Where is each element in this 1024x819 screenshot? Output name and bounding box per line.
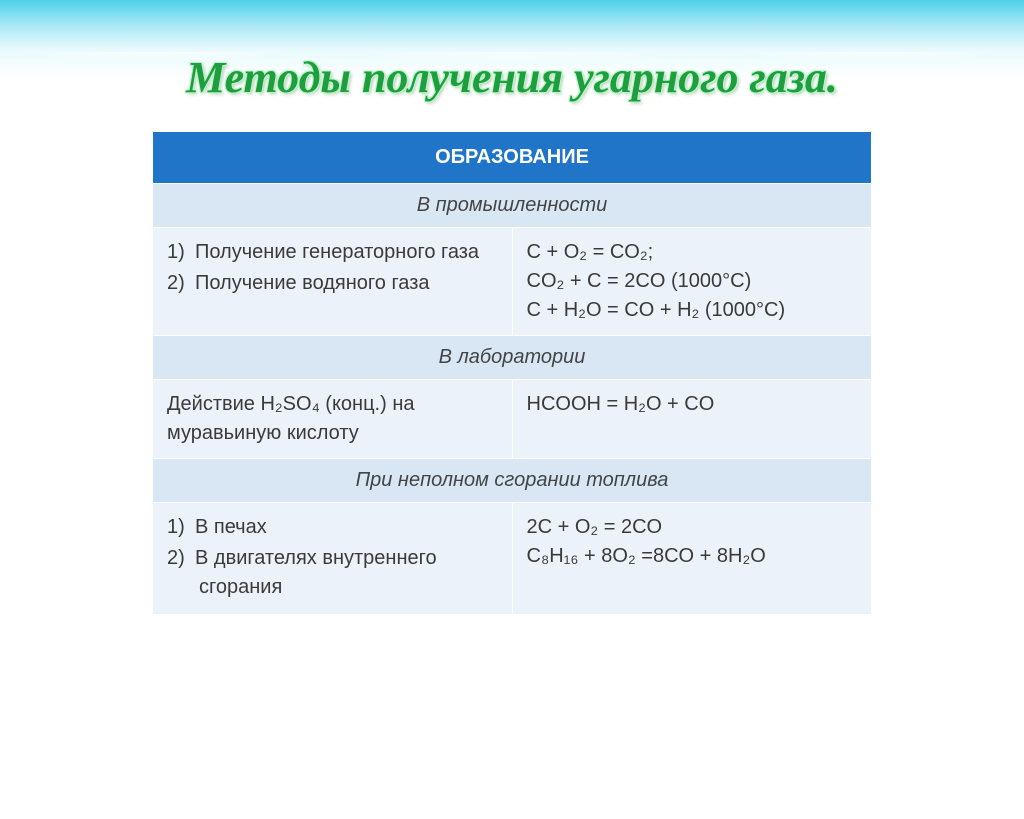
list-item: 1)Получение генераторного газа bbox=[167, 238, 498, 267]
methods-table: ОБРАЗОВАНИЕ В промышленности 1)Получение… bbox=[152, 131, 872, 615]
section-subheader: В промышленности bbox=[153, 184, 872, 228]
equation: 2C + O₂ = 2CO bbox=[527, 513, 858, 542]
section-right: HCOOH = H₂O + CO bbox=[512, 380, 872, 459]
section-left: 1)В печах 2)В двигателях внутреннего сго… bbox=[153, 503, 513, 615]
page-title: Методы получения угарного газа. bbox=[0, 52, 1024, 103]
equation: C₈H₁₆ + 8O₂ =8CO + 8H₂O bbox=[527, 542, 858, 571]
section-right: 2C + O₂ = 2CO C₈H₁₆ + 8O₂ =8CO + 8H₂O bbox=[512, 503, 872, 615]
section-right: C + O₂ = CO₂; CO₂ + C = 2CO (1000°C) C +… bbox=[512, 228, 872, 336]
equation: HCOOH = H₂O + CO bbox=[527, 390, 858, 419]
section-left: Действие H₂SO₄ (конц.) на муравьиную кис… bbox=[153, 380, 513, 459]
table-header: ОБРАЗОВАНИЕ bbox=[153, 132, 872, 184]
list-item: 1)В печах bbox=[167, 513, 498, 542]
list-item: 2)В двигателях внутреннего сгорания bbox=[167, 544, 498, 602]
equation: C + O₂ = CO₂; bbox=[527, 238, 858, 267]
section-subheader: В лаборатории bbox=[153, 336, 872, 380]
list-item: 2)Получение водяного газа bbox=[167, 269, 498, 298]
equation: CO₂ + C = 2CO (1000°C) bbox=[527, 267, 858, 296]
equation: C + H₂O = CO + H₂ (1000°C) bbox=[527, 296, 858, 325]
section-left: 1)Получение генераторного газа 2)Получен… bbox=[153, 228, 513, 336]
section-subheader: При неполном сгорании топлива bbox=[153, 459, 872, 503]
